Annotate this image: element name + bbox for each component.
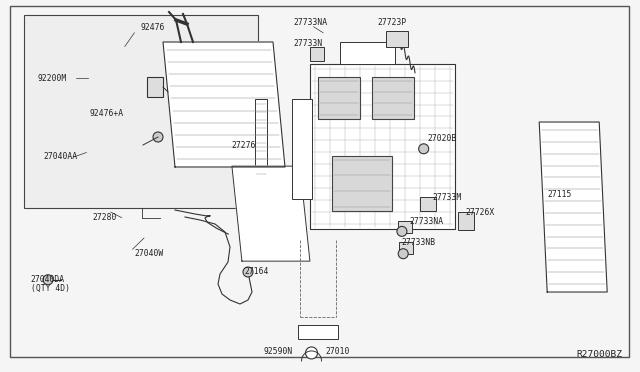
Text: 27733NA: 27733NA	[410, 217, 444, 226]
Text: 27723P: 27723P	[378, 18, 407, 27]
Polygon shape	[232, 166, 310, 261]
Circle shape	[305, 347, 317, 359]
Circle shape	[398, 249, 408, 259]
Text: R27000BZ: R27000BZ	[576, 350, 622, 359]
Bar	[298, 325, 338, 339]
Bar	[398, 221, 412, 233]
Bar	[332, 156, 392, 211]
Bar	[255, 99, 267, 179]
Bar	[24, 15, 258, 208]
Text: (QTY 4D): (QTY 4D)	[31, 284, 70, 293]
Bar	[386, 31, 408, 47]
Text: 27164: 27164	[244, 267, 269, 276]
Text: 92200M: 92200M	[37, 74, 67, 83]
Circle shape	[397, 227, 407, 236]
Bar	[147, 77, 163, 97]
Text: 27020B: 27020B	[428, 134, 457, 143]
Polygon shape	[163, 42, 285, 167]
Bar	[458, 212, 474, 230]
Text: 27040AA: 27040AA	[44, 153, 77, 161]
Polygon shape	[540, 122, 607, 292]
Text: 27733NB: 27733NB	[402, 238, 436, 247]
Circle shape	[419, 144, 429, 154]
Bar	[372, 77, 415, 119]
Circle shape	[243, 267, 253, 277]
Bar	[319, 77, 360, 119]
Text: 27726X: 27726X	[466, 208, 495, 217]
Text: 92476: 92476	[141, 23, 165, 32]
Bar	[420, 197, 436, 211]
Bar	[310, 47, 324, 61]
Text: 27276: 27276	[232, 141, 256, 150]
Bar	[399, 243, 413, 254]
Text: 27280: 27280	[93, 213, 117, 222]
Text: 92590N: 92590N	[264, 347, 293, 356]
Circle shape	[153, 132, 163, 142]
Bar	[310, 64, 456, 229]
Text: 27733N: 27733N	[293, 39, 323, 48]
Text: 27115: 27115	[547, 190, 572, 199]
Text: 27040DA: 27040DA	[31, 275, 65, 284]
Bar	[340, 42, 396, 64]
Text: 27010: 27010	[325, 347, 349, 356]
Text: 92476+A: 92476+A	[90, 109, 124, 118]
Circle shape	[43, 275, 53, 285]
Text: 27733NA: 27733NA	[293, 18, 327, 27]
Text: 27733M: 27733M	[432, 193, 461, 202]
Bar	[292, 99, 312, 199]
Text: 27040W: 27040W	[134, 249, 164, 258]
